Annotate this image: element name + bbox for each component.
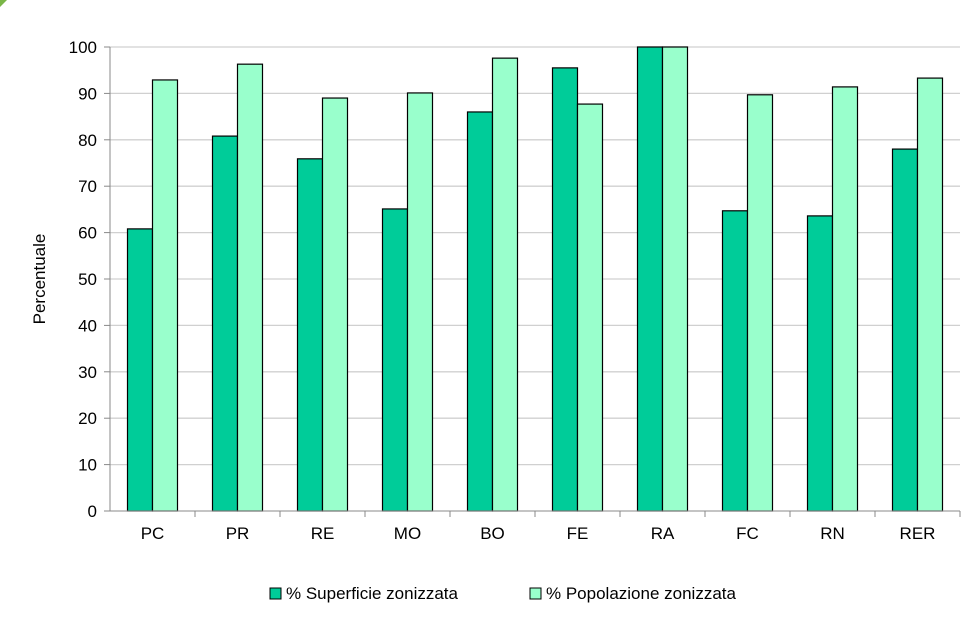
y-tick-label: 40 <box>78 316 97 335</box>
y-tick-label: 50 <box>78 270 97 289</box>
y-tick-label: 80 <box>78 131 97 150</box>
bar-rer-series-2 <box>916 77 944 512</box>
bar-rn-series-1 <box>806 215 834 512</box>
bar-fe-series-2 <box>576 103 604 512</box>
y-tick-label: 0 <box>88 502 97 521</box>
x-tick-label: MO <box>394 524 421 543</box>
y-tick-label: 90 <box>78 84 97 103</box>
y-tick-label: 30 <box>78 363 97 382</box>
bar-mo-series-2 <box>406 92 434 512</box>
y-tick-label: 10 <box>78 456 97 475</box>
y-axis-label: Percentuale <box>30 234 49 325</box>
bar-fc-series-2 <box>746 94 774 512</box>
bar-fe-series-1 <box>551 67 579 512</box>
bar-pc-series-2 <box>151 79 179 512</box>
bar-ra-series-1 <box>636 46 664 512</box>
x-tick-label: FE <box>567 524 589 543</box>
bar-rer-series-1 <box>891 148 919 512</box>
x-tick-label: PC <box>141 524 165 543</box>
legend-swatch <box>269 587 282 600</box>
bar-re-series-1 <box>296 158 324 512</box>
bar-pc-series-1 <box>126 228 154 512</box>
legend-label: % Popolazione zonizzata <box>546 584 737 603</box>
y-tick-label: 20 <box>78 409 97 428</box>
x-tick-label: RA <box>651 524 675 543</box>
legend-label: % Superficie zonizzata <box>286 584 459 603</box>
bar-mo-series-1 <box>381 208 409 512</box>
bar-rn-series-2 <box>831 86 859 512</box>
x-tick-label: RER <box>900 524 936 543</box>
bar-fc-series-1 <box>721 210 749 512</box>
x-tick-label: FC <box>736 524 759 543</box>
y-tick-label: 60 <box>78 224 97 243</box>
x-tick-label: PR <box>226 524 250 543</box>
bar-ra-series-2 <box>661 46 689 512</box>
x-tick-label: RN <box>820 524 845 543</box>
y-tick-label: 100 <box>69 38 97 57</box>
corner-mark <box>0 0 7 7</box>
bar-re-series-2 <box>321 97 349 512</box>
y-tick-label: 70 <box>78 177 97 196</box>
bar-pr-series-1 <box>211 135 239 512</box>
bar-bo-series-2 <box>491 57 519 512</box>
x-tick-label: BO <box>480 524 505 543</box>
legend-swatch <box>529 587 542 600</box>
x-tick-label: RE <box>311 524 335 543</box>
bar-pr-series-2 <box>236 63 264 512</box>
bar-bo-series-1 <box>466 111 494 512</box>
